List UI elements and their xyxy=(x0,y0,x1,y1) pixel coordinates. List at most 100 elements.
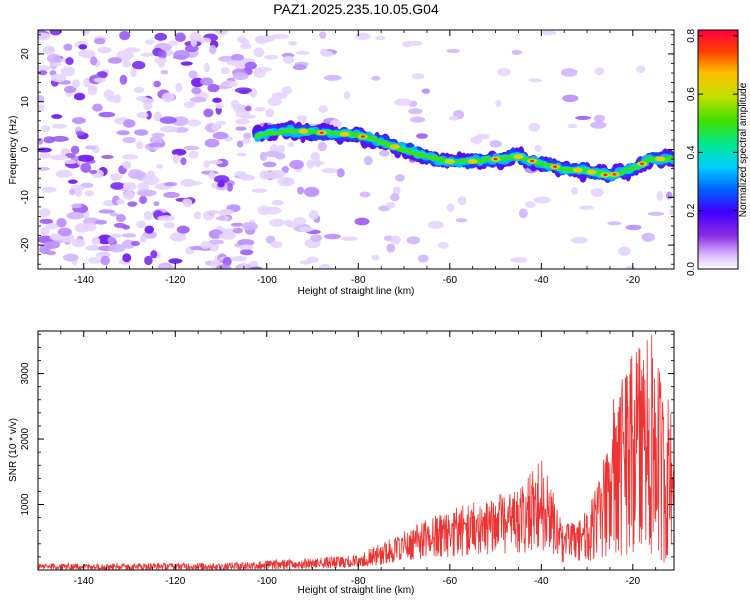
noise-blob xyxy=(139,235,147,244)
noise-blob xyxy=(277,144,285,154)
noise-blob xyxy=(44,240,61,249)
noise-blob xyxy=(590,121,607,129)
noise-blob xyxy=(295,50,310,55)
noise-blob xyxy=(101,154,114,159)
noise-blob xyxy=(183,145,200,151)
noise-blob xyxy=(343,91,351,100)
noise-blob xyxy=(45,223,58,230)
noise-blob xyxy=(540,30,557,36)
y-tick-label: 20 xyxy=(20,48,31,60)
noise-blob xyxy=(163,191,180,199)
ridge-contour xyxy=(501,157,509,161)
noise-blob xyxy=(511,49,523,55)
noise-blob xyxy=(409,40,423,46)
noise-blob xyxy=(111,233,123,238)
noise-blob xyxy=(188,70,198,79)
noise-blob xyxy=(168,258,183,264)
noise-blob xyxy=(253,68,266,78)
noise-blob xyxy=(208,171,216,180)
y-tick-label: 1000 xyxy=(20,493,31,516)
noise-blob xyxy=(579,205,594,211)
noise-blob xyxy=(336,168,345,178)
ridge-peak xyxy=(553,165,558,168)
noise-blob xyxy=(116,50,134,61)
noise-blob xyxy=(254,106,266,112)
noise-blob xyxy=(64,152,76,159)
noise-blob xyxy=(287,142,295,147)
noise-blob xyxy=(38,166,50,171)
noise-blob xyxy=(386,201,396,209)
noise-blob xyxy=(533,196,552,204)
noise-blob xyxy=(135,141,144,150)
noise-blob xyxy=(230,222,244,227)
noise-blob xyxy=(281,165,289,174)
noise-blob xyxy=(73,92,86,101)
noise-blob xyxy=(159,125,178,133)
noise-blob xyxy=(446,48,460,53)
noise-blob xyxy=(38,152,52,159)
noise-blob xyxy=(70,145,80,155)
noise-blob xyxy=(39,218,54,225)
noise-blob xyxy=(157,215,176,222)
noise-blob xyxy=(139,195,148,204)
noise-blob xyxy=(293,216,307,226)
noise-blob xyxy=(371,75,381,81)
noise-blob xyxy=(63,159,78,165)
x-tick-label: -120 xyxy=(165,576,185,587)
noise-blob xyxy=(392,186,401,196)
noise-blob xyxy=(156,164,163,169)
noise-blob xyxy=(127,169,144,180)
noise-blob xyxy=(470,136,483,145)
noise-blob xyxy=(174,32,186,42)
noise-blob xyxy=(90,56,98,66)
spectrogram-noise-field xyxy=(38,30,674,269)
noise-blob xyxy=(318,105,329,113)
noise-blob xyxy=(68,188,76,196)
noise-blob xyxy=(38,95,45,103)
x-tick-label: -100 xyxy=(257,275,277,286)
noise-blob xyxy=(618,246,631,256)
noise-blob xyxy=(394,98,412,106)
noise-blob xyxy=(534,144,542,153)
noise-blob xyxy=(97,46,112,54)
noise-blob xyxy=(410,116,426,123)
noise-blob xyxy=(78,49,96,59)
noise-blob xyxy=(100,255,110,266)
noise-blob xyxy=(88,84,98,92)
noise-blob xyxy=(455,218,468,223)
noise-blob xyxy=(270,240,283,249)
noise-blob xyxy=(98,111,116,118)
noise-blob xyxy=(297,186,305,195)
noise-blob xyxy=(51,62,62,67)
noise-blob xyxy=(119,30,131,41)
noise-blob xyxy=(292,64,307,71)
x-tick-label: -140 xyxy=(74,275,94,286)
colorbar-gradient xyxy=(697,29,739,270)
noise-blob xyxy=(200,241,211,250)
ridge-contour xyxy=(631,166,642,170)
noise-blob xyxy=(38,70,48,76)
noise-blob xyxy=(242,137,251,144)
noise-blob xyxy=(51,123,67,129)
noise-blob xyxy=(107,57,123,64)
noise-blob xyxy=(142,175,160,186)
noise-blob xyxy=(66,211,85,220)
noise-blob xyxy=(208,160,224,165)
noise-blob xyxy=(560,68,578,77)
noise-blob xyxy=(236,140,244,148)
noise-blob xyxy=(51,114,63,119)
colorbar-tick-label: 0.2 xyxy=(686,203,697,217)
noise-blob xyxy=(41,186,57,193)
noise-blob xyxy=(146,170,156,181)
noise-blob xyxy=(93,37,106,45)
ridge-hotspot xyxy=(515,154,522,159)
noise-blob xyxy=(590,188,604,197)
noise-blob xyxy=(641,232,655,242)
noise-blob xyxy=(271,33,289,39)
noise-blob xyxy=(209,209,220,214)
noise-blob xyxy=(176,225,190,234)
ridge-contour xyxy=(373,138,381,142)
noise-blob xyxy=(49,233,62,241)
colorbar-tick-label: 0.6 xyxy=(686,87,697,101)
